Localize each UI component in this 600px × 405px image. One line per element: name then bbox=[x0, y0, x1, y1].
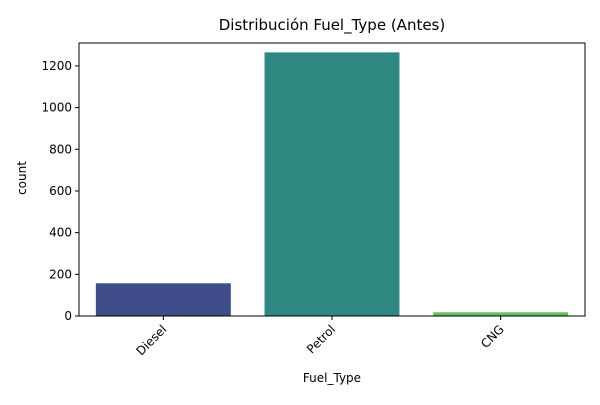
bars bbox=[95, 52, 569, 316]
bar-cng bbox=[433, 312, 569, 316]
x-axis: Diesel Petrol CNG bbox=[133, 316, 507, 358]
x-tick-label: Diesel bbox=[133, 322, 169, 358]
y-tick-label: 200 bbox=[49, 267, 72, 281]
y-tick-label: 600 bbox=[49, 184, 72, 198]
y-tick-label: 800 bbox=[49, 142, 72, 156]
chart-title: Distribución Fuel_Type (Antes) bbox=[219, 16, 445, 35]
y-axis-label: count bbox=[15, 161, 29, 195]
y-tick-label: 1000 bbox=[41, 101, 72, 115]
plot-frame bbox=[78, 42, 586, 317]
y-axis: 0 200 400 600 800 1000 1200 bbox=[41, 59, 79, 323]
bar-diesel bbox=[95, 283, 231, 316]
x-tick-label: CNG bbox=[478, 322, 507, 351]
y-tick-label: 400 bbox=[49, 226, 72, 240]
bar-petrol bbox=[264, 52, 400, 316]
y-tick-label: 0 bbox=[64, 309, 72, 323]
y-tick-label: 1200 bbox=[41, 59, 72, 73]
x-axis-label: Fuel_Type bbox=[303, 371, 361, 385]
x-tick-label: Petrol bbox=[304, 322, 338, 356]
